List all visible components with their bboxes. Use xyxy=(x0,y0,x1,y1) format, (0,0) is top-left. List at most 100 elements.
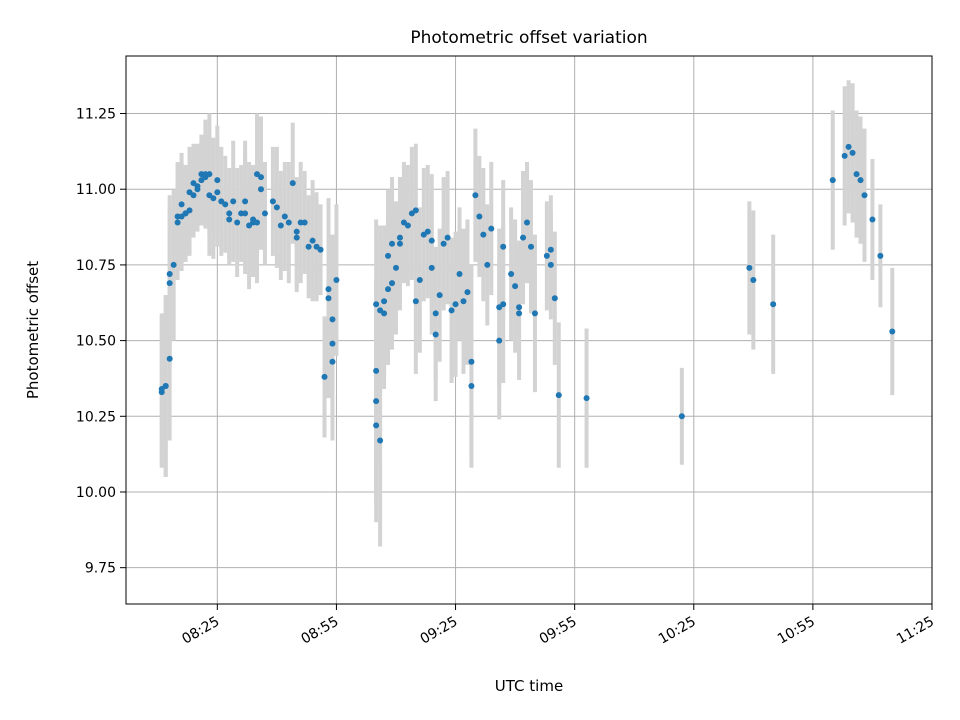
data-point xyxy=(242,210,249,217)
data-point xyxy=(385,252,392,259)
data-point xyxy=(273,204,280,211)
data-point xyxy=(329,358,336,365)
x-tick-label: 08:25 xyxy=(179,614,222,648)
data-point xyxy=(543,252,550,259)
data-point xyxy=(325,286,332,293)
data-point xyxy=(869,216,876,223)
y-axis-label: Photometric offset xyxy=(24,261,42,399)
data-point xyxy=(444,234,451,241)
data-point xyxy=(527,243,534,250)
data-point xyxy=(254,219,261,226)
data-point xyxy=(190,192,197,199)
x-tick-label: 10:25 xyxy=(656,614,699,648)
x-axis-ticks: 08:25 08:55 09:25 09:55 10:25 10:55 11:25 xyxy=(179,604,937,648)
data-point xyxy=(452,301,459,308)
y-tick-label: 9.75 xyxy=(85,561,116,577)
data-point xyxy=(448,307,455,314)
data-point xyxy=(845,143,852,150)
data-point xyxy=(484,261,491,268)
data-point xyxy=(277,222,284,229)
data-point xyxy=(472,192,479,199)
data-point xyxy=(428,237,435,244)
y-tick-label: 10.75 xyxy=(76,258,116,274)
data-point xyxy=(333,277,340,284)
x-tick-label: 09:55 xyxy=(537,614,580,648)
data-point xyxy=(162,383,169,390)
x-tick-label: 08:55 xyxy=(298,614,341,648)
data-point xyxy=(857,177,864,184)
data-point xyxy=(547,261,554,268)
data-point xyxy=(416,277,423,284)
y-tick-label: 11.25 xyxy=(76,107,116,123)
data-point xyxy=(234,219,241,226)
data-point xyxy=(746,264,753,271)
data-point xyxy=(531,310,538,317)
data-point xyxy=(214,177,221,184)
data-point xyxy=(520,234,527,241)
data-points xyxy=(158,143,896,444)
data-point xyxy=(329,340,336,347)
data-point xyxy=(480,231,487,238)
data-point xyxy=(551,295,558,302)
data-point xyxy=(385,286,392,293)
data-point xyxy=(889,328,896,335)
data-point xyxy=(512,283,519,290)
y-tick-label: 10.25 xyxy=(76,409,116,425)
data-point xyxy=(321,373,328,380)
data-point xyxy=(424,228,431,235)
data-point xyxy=(381,298,388,305)
data-point xyxy=(293,234,300,241)
data-point xyxy=(460,298,467,305)
data-point xyxy=(500,243,507,250)
data-point xyxy=(325,295,332,302)
data-point xyxy=(404,222,411,229)
data-point xyxy=(214,189,221,196)
y-tick-label: 10.00 xyxy=(76,485,116,501)
data-point xyxy=(261,210,268,217)
data-point xyxy=(329,316,336,323)
data-point xyxy=(373,398,380,405)
data-point xyxy=(222,201,229,208)
data-point xyxy=(166,270,173,277)
data-point xyxy=(186,207,193,214)
data-point xyxy=(468,383,475,390)
data-point xyxy=(242,198,249,205)
data-point xyxy=(317,246,324,253)
data-point xyxy=(440,240,447,247)
data-point xyxy=(877,252,884,259)
data-point xyxy=(412,207,419,214)
data-point xyxy=(841,152,848,159)
data-point xyxy=(373,367,380,374)
data-point xyxy=(456,270,463,277)
data-point xyxy=(861,192,868,199)
data-point xyxy=(678,413,685,420)
data-point xyxy=(829,177,836,184)
data-point xyxy=(178,201,185,208)
data-point xyxy=(524,219,531,226)
data-point xyxy=(464,289,471,296)
y-tick-label: 11.00 xyxy=(76,182,116,198)
data-point xyxy=(392,264,399,271)
data-point xyxy=(770,301,777,308)
data-point xyxy=(849,149,856,156)
data-point xyxy=(226,216,233,223)
grid-lines xyxy=(126,56,933,604)
data-point xyxy=(389,240,396,247)
data-point xyxy=(269,198,276,205)
x-axis-label: UTC time xyxy=(495,677,563,695)
data-point xyxy=(301,219,308,226)
data-point xyxy=(476,213,483,220)
data-point xyxy=(289,180,296,187)
data-point xyxy=(396,240,403,247)
plot-frame xyxy=(125,55,933,605)
data-point xyxy=(166,355,173,362)
data-point xyxy=(853,171,860,178)
data-point xyxy=(257,174,264,181)
data-point xyxy=(194,183,201,190)
data-point xyxy=(174,219,181,226)
x-tick-label: 11:25 xyxy=(894,614,937,648)
y-tick-label: 10.50 xyxy=(76,334,116,350)
data-point xyxy=(432,331,439,338)
data-point xyxy=(166,280,173,287)
